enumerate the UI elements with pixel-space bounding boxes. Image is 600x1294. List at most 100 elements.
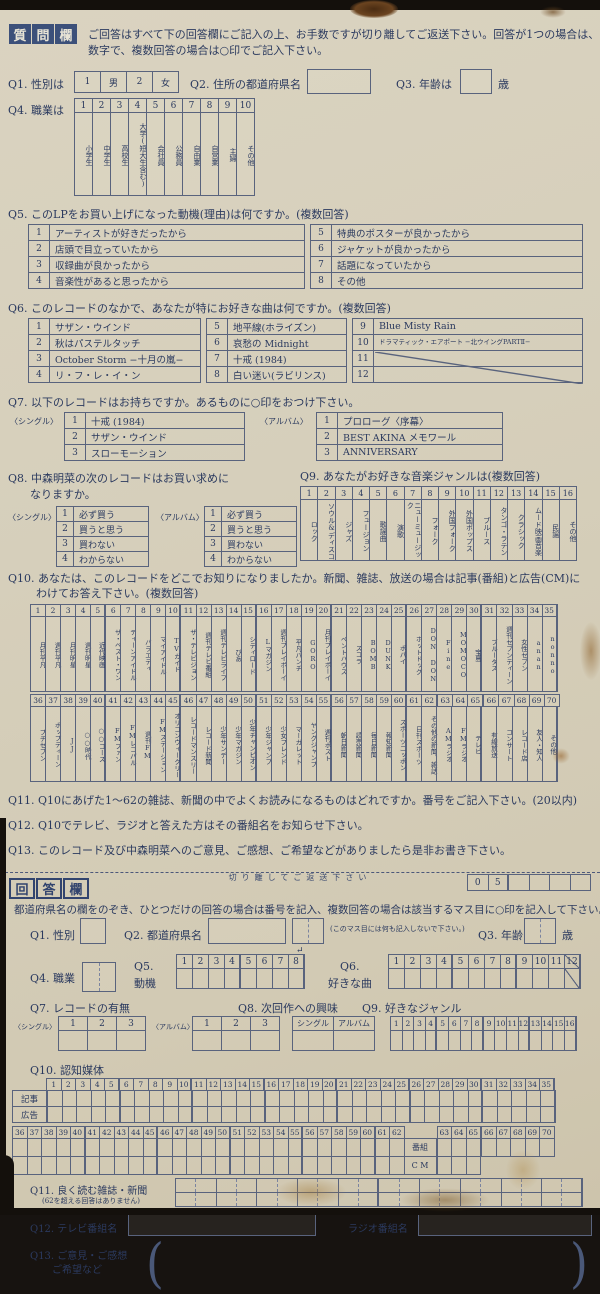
q10-media-cell: ティーンアイドル xyxy=(120,616,137,692)
a-q10-cm-cell xyxy=(41,1156,57,1175)
a-q10-cm-label: C M xyxy=(403,1156,437,1175)
badge-char: 質 xyxy=(9,24,31,44)
digit-divider xyxy=(439,1179,441,1192)
q7-row: 3 ANNIVERSARY xyxy=(316,444,504,461)
option-number: 3 xyxy=(56,536,74,552)
option-number: 3 xyxy=(316,444,338,461)
a-q7-number-cell: 1 xyxy=(58,1016,88,1031)
q10-media-cell: マイアイドル xyxy=(150,616,167,692)
q6-col2: 5 地平線(ホライズン) 6 哀愁の Midnight 7 十戒 (1984) … xyxy=(206,318,348,383)
a-q10-program-cell xyxy=(273,1138,289,1157)
digit-divider xyxy=(317,1179,319,1192)
q10-media-cell: nonno xyxy=(541,616,558,692)
q10-title-line1: Q10. あなたは、このレコードをどこでお知りになりましたか。新聞、雑誌、放送の… xyxy=(8,572,581,585)
q7-title: Q7. 以下のレコードはお持ちですか。あるものに○印をおつけ下さい。 xyxy=(8,396,360,409)
q10-media-cell: ○○時代 xyxy=(75,706,92,782)
option-text: October Storm −十月の嵐− xyxy=(49,350,201,367)
q10-media-cell: バラエティ xyxy=(135,616,152,692)
q10-media-cell: DON DON xyxy=(421,616,438,692)
a-q6-answer-cell xyxy=(404,968,421,989)
a-q10-ad-cell xyxy=(511,1106,527,1123)
a-q10-cm-cell xyxy=(436,1156,452,1175)
q9-number-cell: 6 xyxy=(386,486,405,500)
a-q11-entry-box xyxy=(500,1192,543,1207)
a-q10-cm-cell xyxy=(99,1156,115,1175)
q10-media-cell: Fine xyxy=(436,616,453,692)
q6-row: 8 白い迷い(ラビリンス) xyxy=(206,366,348,383)
answer-section-badge: 回 答 欄 xyxy=(8,878,89,899)
a-q10-program-cell xyxy=(128,1138,144,1157)
a-q10-number-row-2: 36 37 38 39 40 41 42 43 44 45 46 47 48 49 50 51 52 53 54 55… xyxy=(12,1126,555,1139)
a-q6-number-cell: 8 xyxy=(500,954,517,969)
q8-album-table: 1 必ず買う 2 買うと思う 3 買わない 4 わからない xyxy=(204,506,298,567)
a-q7-answer-cell xyxy=(192,1030,222,1051)
q4-option-cell: 小学生 xyxy=(74,112,93,196)
option-number: 3 xyxy=(28,256,50,273)
a-q10-program-cell xyxy=(524,1138,540,1157)
a-q6-answer-cell xyxy=(468,968,485,989)
a-q10-program-cell xyxy=(70,1138,86,1157)
a-q8-answer-cell xyxy=(333,1030,375,1051)
q8-single-label: 〈シングル〉 xyxy=(8,513,56,522)
a-q3-box xyxy=(524,918,556,944)
q10-media-cell: 少年マガジン xyxy=(225,706,242,782)
q7-album-table: 1 プロローグ〈序幕〉 2 BEST AKINA メモワール 3 ANNIVER… xyxy=(316,412,504,461)
q3-age-box xyxy=(460,69,492,94)
q2-label: Q2. 住所の都道府県名 xyxy=(190,78,302,91)
option-text xyxy=(373,366,583,383)
a-q10-cm-cell xyxy=(345,1156,361,1175)
q9-genre-cell: ニューミュージック xyxy=(403,499,422,561)
q8-row: 3 買わない xyxy=(56,536,150,552)
a-q6-answer-cell xyxy=(564,968,581,989)
a-q10-cm-cell xyxy=(171,1156,187,1175)
a-q6-number-cell: 2 xyxy=(404,954,421,969)
a-q7-answer-cell xyxy=(58,1030,88,1051)
a-q11-entry-box xyxy=(256,1178,299,1193)
q10-media-cell: 週刊平凡 xyxy=(45,616,62,692)
digit-divider xyxy=(561,1179,563,1192)
q10-media-cell: FMレコパル xyxy=(120,706,137,782)
scan-corner-bottom-left xyxy=(0,1155,14,1215)
q10-number-row-2: 36 37 38 39 40 41 42 43 44 45 46 47 48 49 50 51 52 53 54 55… xyxy=(30,694,560,707)
a-q11-entry-box xyxy=(541,1192,583,1207)
a-q10-program-cell xyxy=(55,1138,71,1157)
q10-media-cell: 少年サンデー xyxy=(210,706,227,782)
a-q10-ad-cell xyxy=(221,1106,237,1123)
a-q10-cm-cell xyxy=(360,1156,376,1175)
a-q7-number-cell: 1 xyxy=(192,1016,222,1031)
q5-row: 4 音楽性があると思ったから xyxy=(28,272,306,289)
a-q10-cm-cell xyxy=(186,1156,202,1175)
q9-number-cell: 4 xyxy=(351,486,370,500)
a-q11-entry-box xyxy=(175,1178,217,1193)
option-number: 11 xyxy=(352,350,374,367)
q13-title: Q13. このレコード及び中森明菜へのご意見、ご感想、ご希望などがありましたら是… xyxy=(8,844,512,857)
a-q7-number-cell: 3 xyxy=(250,1016,280,1031)
q10-media-cell: 少女フレンド xyxy=(270,706,287,782)
a-q10-ad-row: 広告 xyxy=(12,1106,556,1123)
q5-row: 1 アーティストが好きだったから xyxy=(28,224,306,241)
q4-number-cell: 3 xyxy=(110,98,129,113)
q4-option-cell: 公務員 xyxy=(164,112,183,196)
q10-number-cell: 25 xyxy=(391,604,408,617)
a-q5-number-cell: 6 xyxy=(256,954,273,969)
a-q2-note: (このマス目には何も記入しないで下さい。) xyxy=(330,925,465,933)
a-q10-label: Q10. 認知媒体 xyxy=(30,1064,105,1077)
digit-divider xyxy=(480,1179,482,1192)
q6-row: 11 xyxy=(352,350,584,367)
q4-option-cell: 高校生 xyxy=(110,112,129,196)
q10-title-line2: わけてお答え下さい。(複数回答) xyxy=(36,587,199,600)
a-q10-article-cell xyxy=(119,1090,135,1107)
q3-suffix: 歳 xyxy=(498,78,509,91)
option-number: 2 xyxy=(56,521,74,537)
option-text: Blue Misty Rain xyxy=(373,318,583,335)
digit-divider xyxy=(561,1193,563,1206)
q9-number-cell: 8 xyxy=(420,486,439,500)
a-q10-ad-cell xyxy=(279,1106,295,1123)
q10-number-row-1: 1 2 3 4 5 6 7 8 9 10 11 12 13 14 15 16 17 18 19 20 21 22 23 24 2… xyxy=(30,604,558,617)
option-number: 8 xyxy=(206,366,228,383)
a-q5-answer-cell xyxy=(240,968,257,989)
digit-divider xyxy=(236,1179,238,1192)
option-text: ジャケットが良かったから xyxy=(331,240,583,257)
